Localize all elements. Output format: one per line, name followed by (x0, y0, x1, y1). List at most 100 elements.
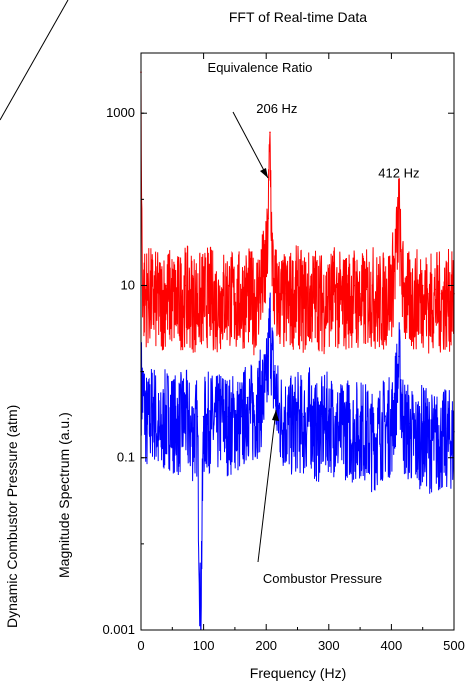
corner-diagonal-line (0, 0, 69, 121)
x-tick-label: 200 (255, 638, 277, 653)
series-equivalence-ratio-point (446, 288, 449, 291)
y-axis-label-outer: Dynamic Combustor Pressure (atm) (4, 405, 20, 628)
annotation-206hz: 206 Hz (256, 101, 297, 116)
series-combustor-pressure-point (202, 415, 205, 418)
series-equivalence-ratio-point (271, 232, 273, 235)
series-combustor-pressure-point (359, 415, 361, 418)
series-equivalence-ratio-point (428, 293, 430, 295)
series-combustor-pressure-point (259, 389, 261, 392)
series-equivalence-ratio-point (269, 131, 271, 134)
series-equivalence-ratio-point (240, 288, 242, 291)
series-combustor-pressure-point (240, 415, 242, 418)
series-combustor-pressure-point (209, 410, 211, 412)
chart-title: FFT of Real-time Data (229, 9, 367, 25)
series-equivalence-ratio-point (409, 293, 412, 295)
series-equivalence-ratio (140, 72, 455, 356)
series-combustor-pressure-point (446, 427, 449, 430)
x-axis-label: Frequency (Hz) (250, 665, 346, 681)
series-equivalence-ratio-point (340, 293, 343, 295)
series-equivalence-ratio-point (403, 284, 405, 287)
series-combustor-pressure-point (390, 415, 393, 418)
series-combustor-pressure-point (353, 422, 355, 425)
series-equivalence-ratio-point (171, 288, 174, 291)
arrowhead-combustor-pressure (272, 410, 279, 421)
series-combustor-pressure-point (284, 410, 286, 412)
series-combustor-pressure-point (159, 431, 161, 433)
series-equivalence-ratio-point (252, 293, 255, 295)
series-equivalence-ratio-point (393, 258, 396, 261)
series-combustor-pressure-point (421, 422, 424, 425)
series-equivalence-ratio-point (290, 288, 293, 291)
x-tick-label: 0 (137, 638, 144, 653)
series-equivalence-ratio-point (346, 288, 349, 291)
series-combustor-pressure-point (303, 415, 305, 418)
arrowhead-equivalence-ratio (260, 168, 268, 178)
series-equivalence-ratio-point (359, 293, 361, 295)
series-combustor-pressure-point (378, 422, 380, 425)
series-equivalence-ratio-point (396, 232, 398, 235)
series-equivalence-ratio-point (334, 284, 336, 287)
series-combustor-pressure-point (290, 415, 293, 418)
series-equivalence-ratio-point (321, 293, 324, 295)
arrow-combustor-pressure (257, 409, 277, 563)
series-equivalence-ratio-point (303, 293, 305, 295)
series-combustor-pressure-point (340, 422, 343, 425)
series-equivalence-ratio-point (284, 293, 286, 295)
series-combustor-pressure-point (246, 396, 249, 399)
series-equivalence-ratio-point (259, 277, 261, 280)
series-combustor-pressure-point (215, 415, 217, 418)
x-tick-label: 300 (318, 638, 340, 653)
series-equivalence-ratio-point (209, 284, 211, 287)
series-combustor-pressure-point (252, 405, 255, 407)
series-equivalence-ratio-point (384, 288, 386, 291)
arrow-equivalence-ratio (232, 111, 269, 179)
series-combustor-pressure-point (199, 614, 202, 616)
series-equivalence-ratio-point (202, 288, 205, 291)
series-equivalence-ratio-point (190, 288, 192, 291)
series-combustor-pressure-point (393, 396, 396, 399)
series-equivalence-ratio-point (272, 277, 275, 280)
series-equivalence-ratio-point (152, 288, 155, 291)
series-combustor-pressure-point (400, 379, 402, 381)
series-equivalence-ratio-point (177, 293, 180, 295)
series-combustor-pressure-point (428, 431, 430, 433)
x-tick-label: 400 (381, 638, 403, 653)
series-equivalence-ratio-point (309, 288, 311, 291)
series-combustor-pressure-point (371, 431, 374, 433)
y-tick-label: 0.001 (102, 622, 135, 637)
series-combustor-pressure-point (267, 355, 269, 358)
series-combustor-pressure-point (398, 355, 400, 358)
series-equivalence-ratio-point (296, 284, 299, 287)
series-combustor-pressure-point (171, 410, 174, 412)
series-equivalence-ratio-point (398, 198, 400, 201)
x-tick-label: 500 (443, 638, 465, 653)
series-equivalence-ratio-point (371, 284, 374, 287)
series-equivalence-ratio-point (227, 284, 230, 287)
series-combustor-pressure-point (269, 310, 271, 313)
plot-frame (140, 52, 455, 631)
series-combustor-pressure-point (309, 405, 311, 407)
series-combustor-pressure-point (271, 344, 273, 347)
series-equivalence-ratio-point (378, 293, 380, 295)
series-equivalence-ratio-point (328, 288, 330, 291)
series-equivalence-ratio-point (353, 284, 355, 287)
series-equivalence-ratio-point (421, 284, 424, 287)
series-equivalence-ratio-point (234, 293, 236, 295)
series-equivalence-ratio-point (221, 288, 224, 291)
y-tick-label: 10 (121, 277, 135, 292)
series-combustor-pressure-point (296, 410, 299, 412)
x-tick-label: 100 (193, 638, 215, 653)
axis-ticks: 0 100 200 300 400 500 0.001 0.1 10 1000 (102, 53, 465, 653)
series-combustor-pressure-point (346, 415, 349, 418)
series-combustor-pressure-point (272, 370, 275, 373)
y-tick-label: 0.1 (117, 450, 135, 465)
series-combustor-pressure-point (328, 410, 330, 412)
series-equivalence-ratio-point (390, 277, 393, 280)
series-combustor-pressure-point (165, 405, 167, 407)
series-combustor-pressure-point (315, 422, 318, 425)
series-combustor-pressure-point (396, 370, 398, 373)
series-equivalence-ratio-point (184, 284, 186, 287)
series-combustor-pressure-point (221, 405, 224, 407)
series-equivalence-ratio-point (415, 288, 418, 291)
